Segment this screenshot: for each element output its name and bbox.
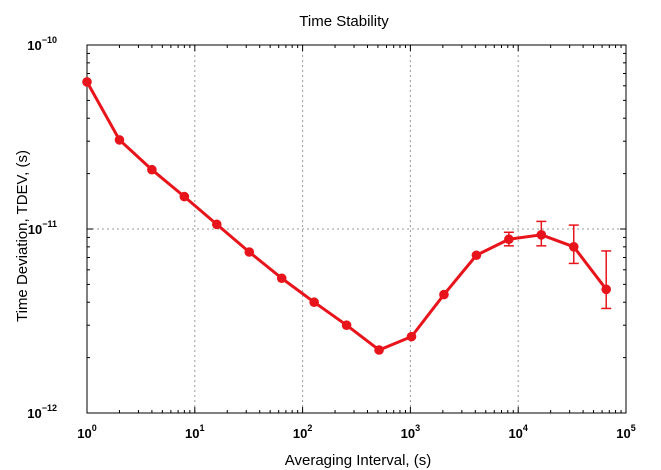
data-point <box>471 250 482 261</box>
data-point <box>82 77 92 87</box>
chart-title: Time Stability <box>299 13 389 30</box>
series-line <box>85 81 608 352</box>
y-axis-label: Time Deviation, TDEV, (s) <box>14 150 31 322</box>
data-point <box>276 273 287 284</box>
data-point <box>179 191 190 202</box>
y-tick-label: 10−11 <box>28 219 57 237</box>
data-point <box>341 320 352 331</box>
x-tick-label: 102 <box>293 423 312 441</box>
y-tick-label: 10−10 <box>27 35 57 53</box>
data-point <box>147 164 157 175</box>
data-point <box>406 331 417 342</box>
data-point <box>568 242 579 252</box>
x-tick-label: 105 <box>616 423 635 441</box>
data-point <box>114 135 125 145</box>
x-tick-label: 103 <box>401 423 420 441</box>
x-tick-label: 101 <box>185 423 204 441</box>
x-tick-label: 104 <box>508 423 527 441</box>
y-tick-label: 10−12 <box>27 403 57 421</box>
grid-lines <box>87 45 626 413</box>
data-point <box>212 219 222 230</box>
data-point <box>439 289 449 300</box>
data-point <box>309 297 319 308</box>
data-point <box>374 345 384 355</box>
x-axis-label: Averaging Interval, (s) <box>285 452 431 469</box>
data-point <box>536 229 547 240</box>
data-point <box>504 234 514 245</box>
data-point <box>244 247 255 257</box>
x-tick-label: 100 <box>77 423 96 441</box>
series-layer <box>82 77 612 355</box>
data-point <box>601 284 612 295</box>
axes: 100 101 102 103 104 105 10−12 10−11 10−10 <box>27 35 635 441</box>
